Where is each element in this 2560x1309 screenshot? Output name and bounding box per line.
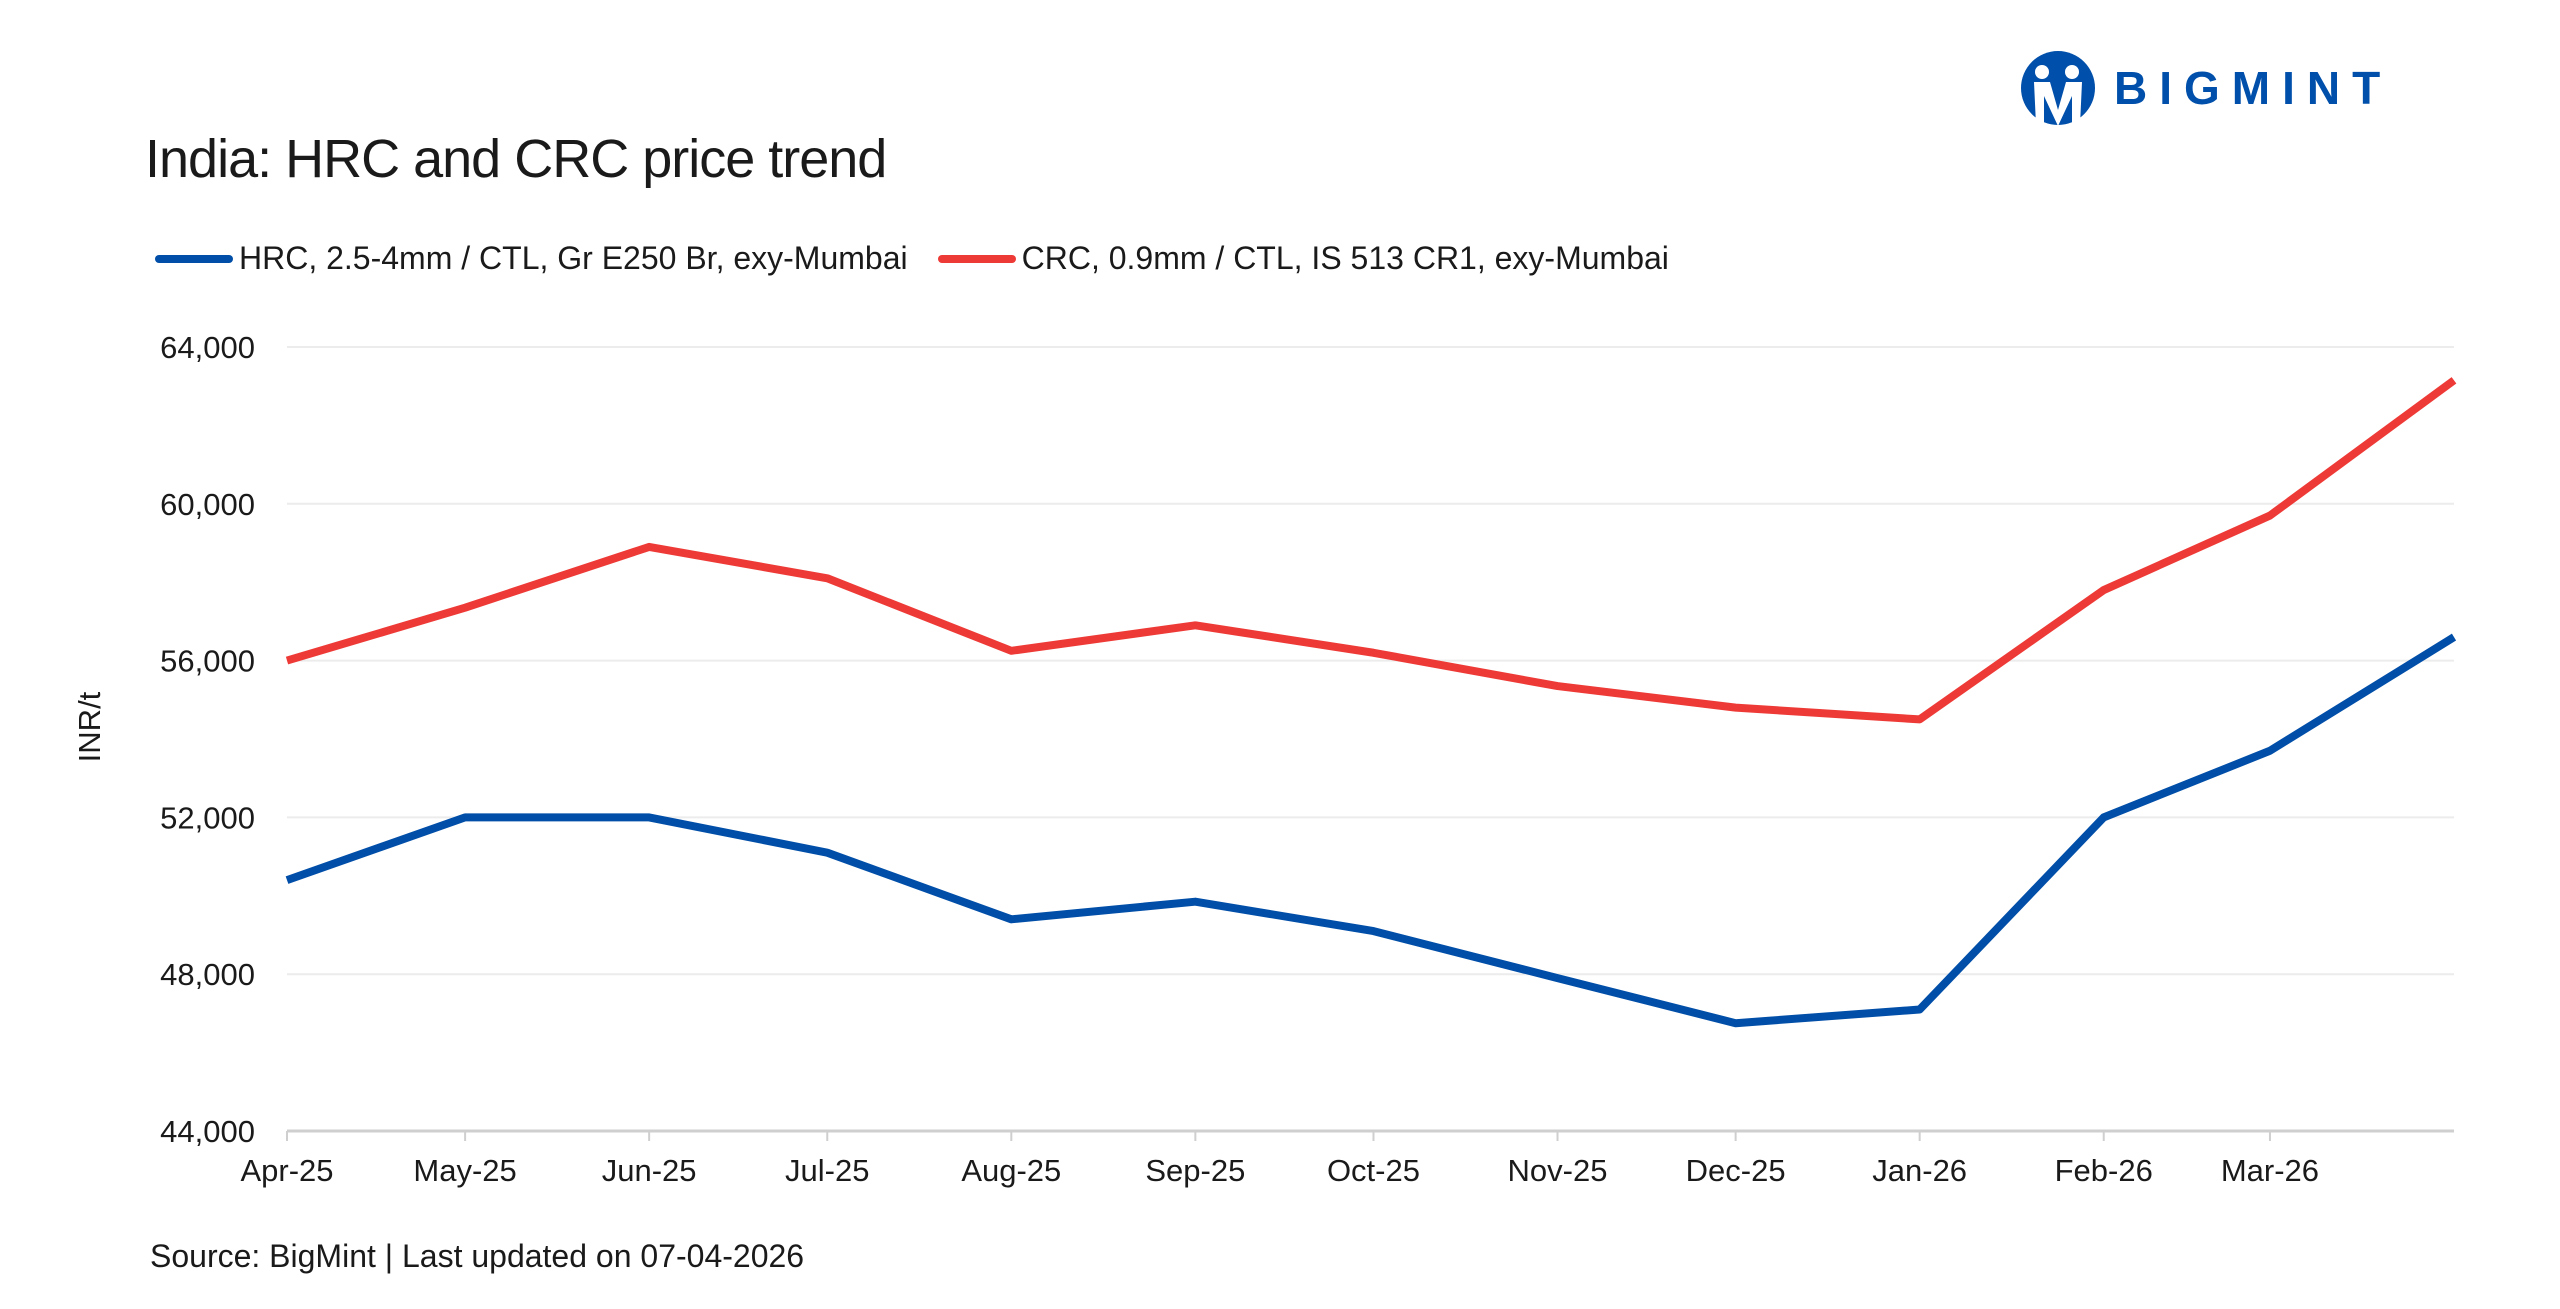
source-note: Source: BigMint | Last updated on 07-04-… [150,1238,805,1274]
y-tick-label: 48,000 [160,957,255,992]
legend-swatch-crc [937,254,1016,263]
y-tick-label: 64,000 [160,330,255,365]
series-line-hrc [285,633,2457,1028]
legend-swatch-hrc [155,254,233,263]
y-tick-label: 52,000 [160,800,255,835]
y-tick-label: 56,000 [160,644,255,679]
y-tick-label: 44,000 [160,1114,255,1149]
x-tick-label: Nov-25 [1508,1153,1608,1188]
series-line-crc [285,377,2457,724]
legend: HRC, 2.5-4mm / CTL, Gr E250 Br, exy-Mumb… [155,240,1669,277]
bigmint-logo: BIGMINT [2020,50,2392,126]
logo-people-icon [2021,51,2095,126]
legend-item-hrc: HRC, 2.5-4mm / CTL, Gr E250 Br, exy-Mumb… [155,240,908,277]
x-tick-label: Oct-25 [1327,1153,1420,1188]
x-tick-label: Dec-25 [1686,1153,1786,1188]
y-tick-label: 60,000 [160,487,255,522]
x-tick-label: Sep-25 [1145,1153,1245,1188]
x-tick-label: Feb-26 [2055,1153,2153,1188]
x-tick-label: Jul-25 [785,1153,869,1188]
x-tick-label: Mar-26 [2221,1153,2319,1188]
legend-item-crc: CRC, 0.9mm / CTL, IS 513 CR1, exy-Mumbai [937,240,1669,277]
x-tick-label: Aug-25 [961,1153,1061,1188]
x-tick-label: Jan-26 [1872,1153,1967,1188]
brand-name: BIGMINT [2114,62,2393,114]
x-tick-label: Jun-25 [602,1153,697,1188]
chart-title: India: HRC and CRC price trend [145,129,887,189]
x-tick-label: Apr-25 [240,1153,333,1188]
y-axis-label: INR/t [72,691,107,762]
legend-label-hrc: HRC, 2.5-4mm / CTL, Gr E250 Br, exy-Mumb… [239,240,908,276]
x-tick-label: May-25 [413,1153,516,1188]
legend-label-crc: CRC, 0.9mm / CTL, IS 513 CR1, exy-Mumbai [1021,240,1669,276]
